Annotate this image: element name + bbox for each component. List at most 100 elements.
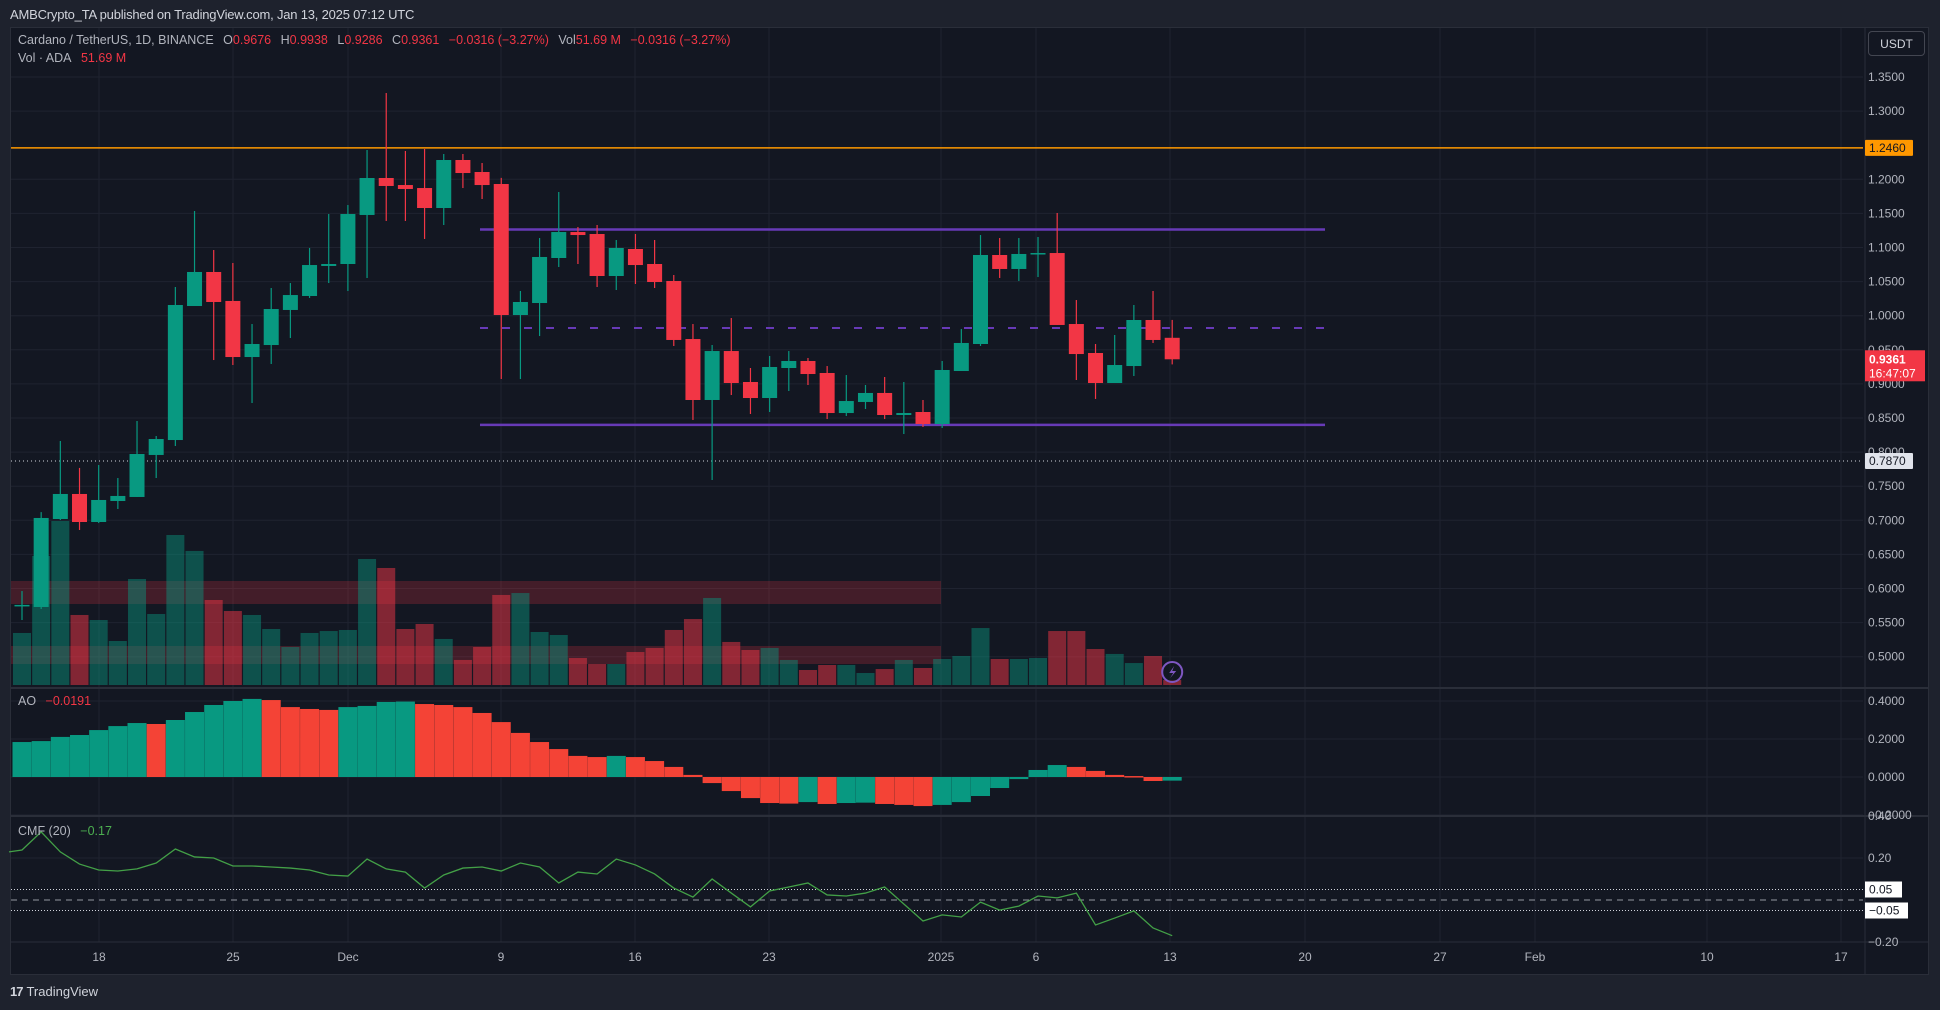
time-tick-label[interactable]: 18: [92, 950, 106, 964]
price-tick-label: 0.5500: [1868, 616, 1905, 630]
candle-body[interactable]: [206, 271, 222, 302]
time-tick-label[interactable]: 25: [226, 950, 240, 964]
candle-body[interactable]: [14, 604, 30, 607]
time-tick-label[interactable]: 9: [498, 950, 505, 964]
candle-body[interactable]: [340, 214, 356, 265]
candle-body[interactable]: [685, 339, 701, 400]
time-tick-label[interactable]: 23: [762, 950, 776, 964]
time-tick-label[interactable]: Dec: [337, 950, 358, 964]
candle-body[interactable]: [1126, 319, 1142, 367]
time-tick-label[interactable]: 17: [1834, 950, 1848, 964]
ao-bar: [894, 777, 914, 805]
candle-body[interactable]: [359, 178, 375, 215]
candle-body[interactable]: [800, 360, 816, 375]
time-tick-label[interactable]: 2025: [928, 950, 955, 964]
candle-body[interactable]: [647, 264, 663, 283]
volume-bar: [492, 594, 511, 685]
resistance-price-label-box: [1865, 139, 1913, 156]
candle-body[interactable]: [321, 264, 337, 266]
ao-bar: [875, 777, 895, 804]
candle-body[interactable]: [973, 255, 988, 345]
time-tick-label[interactable]: 10: [1700, 950, 1714, 964]
time-tick-label[interactable]: 27: [1433, 950, 1447, 964]
candle-body[interactable]: [896, 413, 912, 415]
candle-body[interactable]: [992, 255, 1008, 269]
candle-body[interactable]: [244, 344, 260, 358]
cmf-label[interactable]: CMF (20): [18, 824, 71, 838]
candle-body[interactable]: [493, 184, 509, 316]
candle-body[interactable]: [627, 249, 643, 266]
candle-body[interactable]: [915, 411, 931, 425]
candle-body[interactable]: [455, 159, 471, 174]
candle-body[interactable]: [129, 454, 145, 497]
volume-bar: [607, 664, 626, 685]
time-tick-label[interactable]: 6: [1033, 950, 1040, 964]
candle-body[interactable]: [436, 159, 452, 209]
candle-body[interactable]: [570, 232, 586, 236]
candle-body[interactable]: [838, 401, 854, 414]
candle-body[interactable]: [857, 392, 873, 402]
candle-body[interactable]: [742, 381, 758, 399]
candle-body[interactable]: [378, 178, 394, 186]
candle-body[interactable]: [397, 185, 413, 189]
candle-body[interactable]: [91, 499, 107, 523]
price-tick-label: 0.6500: [1868, 547, 1905, 561]
candle-body[interactable]: [1145, 319, 1161, 340]
candle-body[interactable]: [512, 301, 528, 316]
candle-body[interactable]: [953, 342, 969, 372]
ao-tick-label: 0.4000: [1868, 694, 1905, 708]
currency-button[interactable]: USDT: [1868, 31, 1925, 56]
candle-body[interactable]: [33, 517, 49, 607]
ao-bar: [31, 741, 51, 777]
symbol-title[interactable]: Cardano / TetherUS, 1D, BINANCE: [18, 33, 214, 47]
time-tick-label[interactable]: 20: [1298, 950, 1312, 964]
candle-body[interactable]: [819, 372, 835, 414]
candle-body[interactable]: [608, 247, 624, 277]
candle-body[interactable]: [52, 493, 68, 520]
candle-body[interactable]: [1107, 365, 1123, 384]
candle-body[interactable]: [72, 493, 88, 523]
volume-bar: [875, 669, 894, 685]
candle-body[interactable]: [417, 188, 433, 209]
vol-value: 51.69 M: [575, 33, 621, 47]
candle-body[interactable]: [282, 295, 298, 310]
candle-body[interactable]: [1011, 253, 1027, 269]
candle-body[interactable]: [1049, 253, 1065, 325]
tradingview-logo[interactable]: 17 TradingView: [10, 984, 98, 999]
candle-body[interactable]: [551, 232, 567, 259]
candle-body[interactable]: [1068, 324, 1084, 355]
candle-body[interactable]: [589, 233, 605, 277]
volume-series-label[interactable]: Vol · ADA: [18, 51, 72, 65]
candle-body[interactable]: [474, 172, 490, 186]
candle-body[interactable]: [302, 265, 318, 296]
ao-bar: [453, 707, 473, 777]
close-value: 0.9361: [401, 33, 440, 47]
candle-body[interactable]: [225, 300, 241, 358]
time-tick-label[interactable]: 16: [628, 950, 642, 964]
candle-body[interactable]: [762, 366, 778, 399]
candle-body[interactable]: [934, 369, 950, 425]
candle-body[interactable]: [877, 392, 893, 415]
volume-bar: [319, 631, 338, 685]
ao-bar: [376, 701, 396, 777]
candle-body[interactable]: [1030, 253, 1046, 255]
candle-body[interactable]: [148, 439, 164, 455]
candle-body[interactable]: [704, 351, 720, 400]
volume-bar: [1105, 653, 1124, 685]
candle-body[interactable]: [781, 360, 797, 369]
ao-bar: [913, 777, 933, 807]
candle-body[interactable]: [110, 495, 126, 501]
candle-body[interactable]: [167, 304, 183, 441]
candle-body[interactable]: [1088, 353, 1104, 384]
candle-body[interactable]: [723, 351, 739, 384]
time-tick-label[interactable]: 13: [1163, 950, 1177, 964]
ao-label[interactable]: AO: [18, 694, 37, 708]
candle-body[interactable]: [666, 280, 682, 340]
candle-body[interactable]: [187, 271, 203, 307]
candle-body[interactable]: [263, 309, 279, 346]
time-tick-label[interactable]: Feb: [1525, 950, 1546, 964]
ao-bar: [434, 704, 454, 777]
candle-body[interactable]: [1164, 337, 1180, 360]
candle-body[interactable]: [532, 256, 548, 304]
